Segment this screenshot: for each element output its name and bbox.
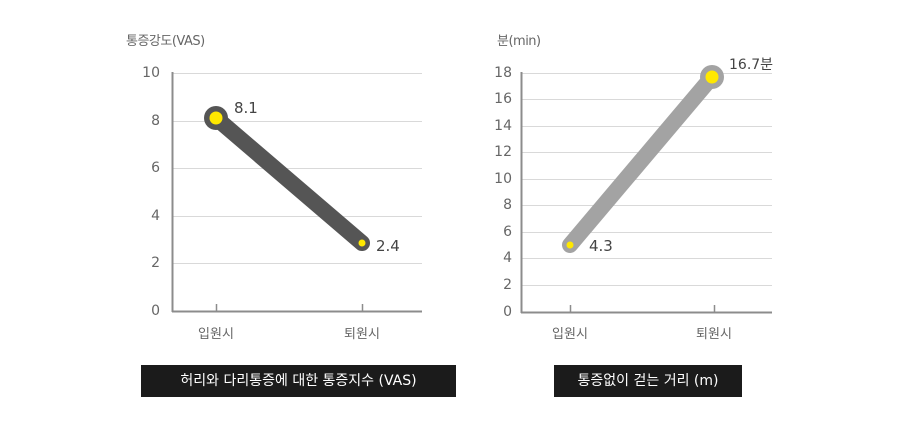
right-value-label-admission: 4.3 xyxy=(589,237,613,255)
right-y-tick: 12 xyxy=(494,144,512,160)
left-marker-admission xyxy=(209,111,223,125)
right-value-label-discharge: 16.7분 xyxy=(729,57,774,73)
left-y-tick: 0 xyxy=(151,303,160,319)
right-x-label-admission: 입원시 xyxy=(552,327,588,342)
right-marker-discharge xyxy=(705,70,719,84)
left-y-tick: 2 xyxy=(151,255,160,271)
left-value-label-admission: 8.1 xyxy=(234,99,258,117)
right-y-tick: 6 xyxy=(503,224,512,240)
right-y-unit-label: 분(min) xyxy=(497,34,541,49)
left-y-unit-label: 통증강도(VAS) xyxy=(126,34,205,49)
right-y-tick: 10 xyxy=(494,171,512,187)
right-gridlines xyxy=(521,73,772,286)
left-value-label-discharge: 2.4 xyxy=(376,237,400,255)
right-x-label-discharge: 퇴원시 xyxy=(696,327,732,342)
right-y-tick: 0 xyxy=(503,304,512,320)
left-y-tick: 4 xyxy=(151,208,160,224)
left-marker-discharge xyxy=(358,239,366,247)
right-y-tick: 18 xyxy=(494,65,512,81)
right-series-line xyxy=(562,69,720,253)
left-chart-caption: 허리와 다리통증에 대한 통증지수 (VAS) xyxy=(141,365,456,397)
right-chart-caption: 통증없이 걷는 거리 (m) xyxy=(554,365,742,397)
left-y-tick: 8 xyxy=(151,113,160,129)
left-gridlines xyxy=(172,73,422,264)
left-series-line xyxy=(208,110,370,251)
left-y-tick: 10 xyxy=(142,65,160,81)
right-y-tick: 14 xyxy=(494,118,512,134)
right-y-tick: 16 xyxy=(494,91,512,107)
left-x-label-discharge: 퇴원시 xyxy=(344,327,380,342)
right-y-tick: 4 xyxy=(503,250,512,266)
right-y-tick: 2 xyxy=(503,277,512,293)
left-y-tick: 6 xyxy=(151,160,160,176)
left-x-label-admission: 입원시 xyxy=(198,327,234,342)
right-marker-admission xyxy=(566,241,574,249)
right-y-tick: 8 xyxy=(503,197,512,213)
